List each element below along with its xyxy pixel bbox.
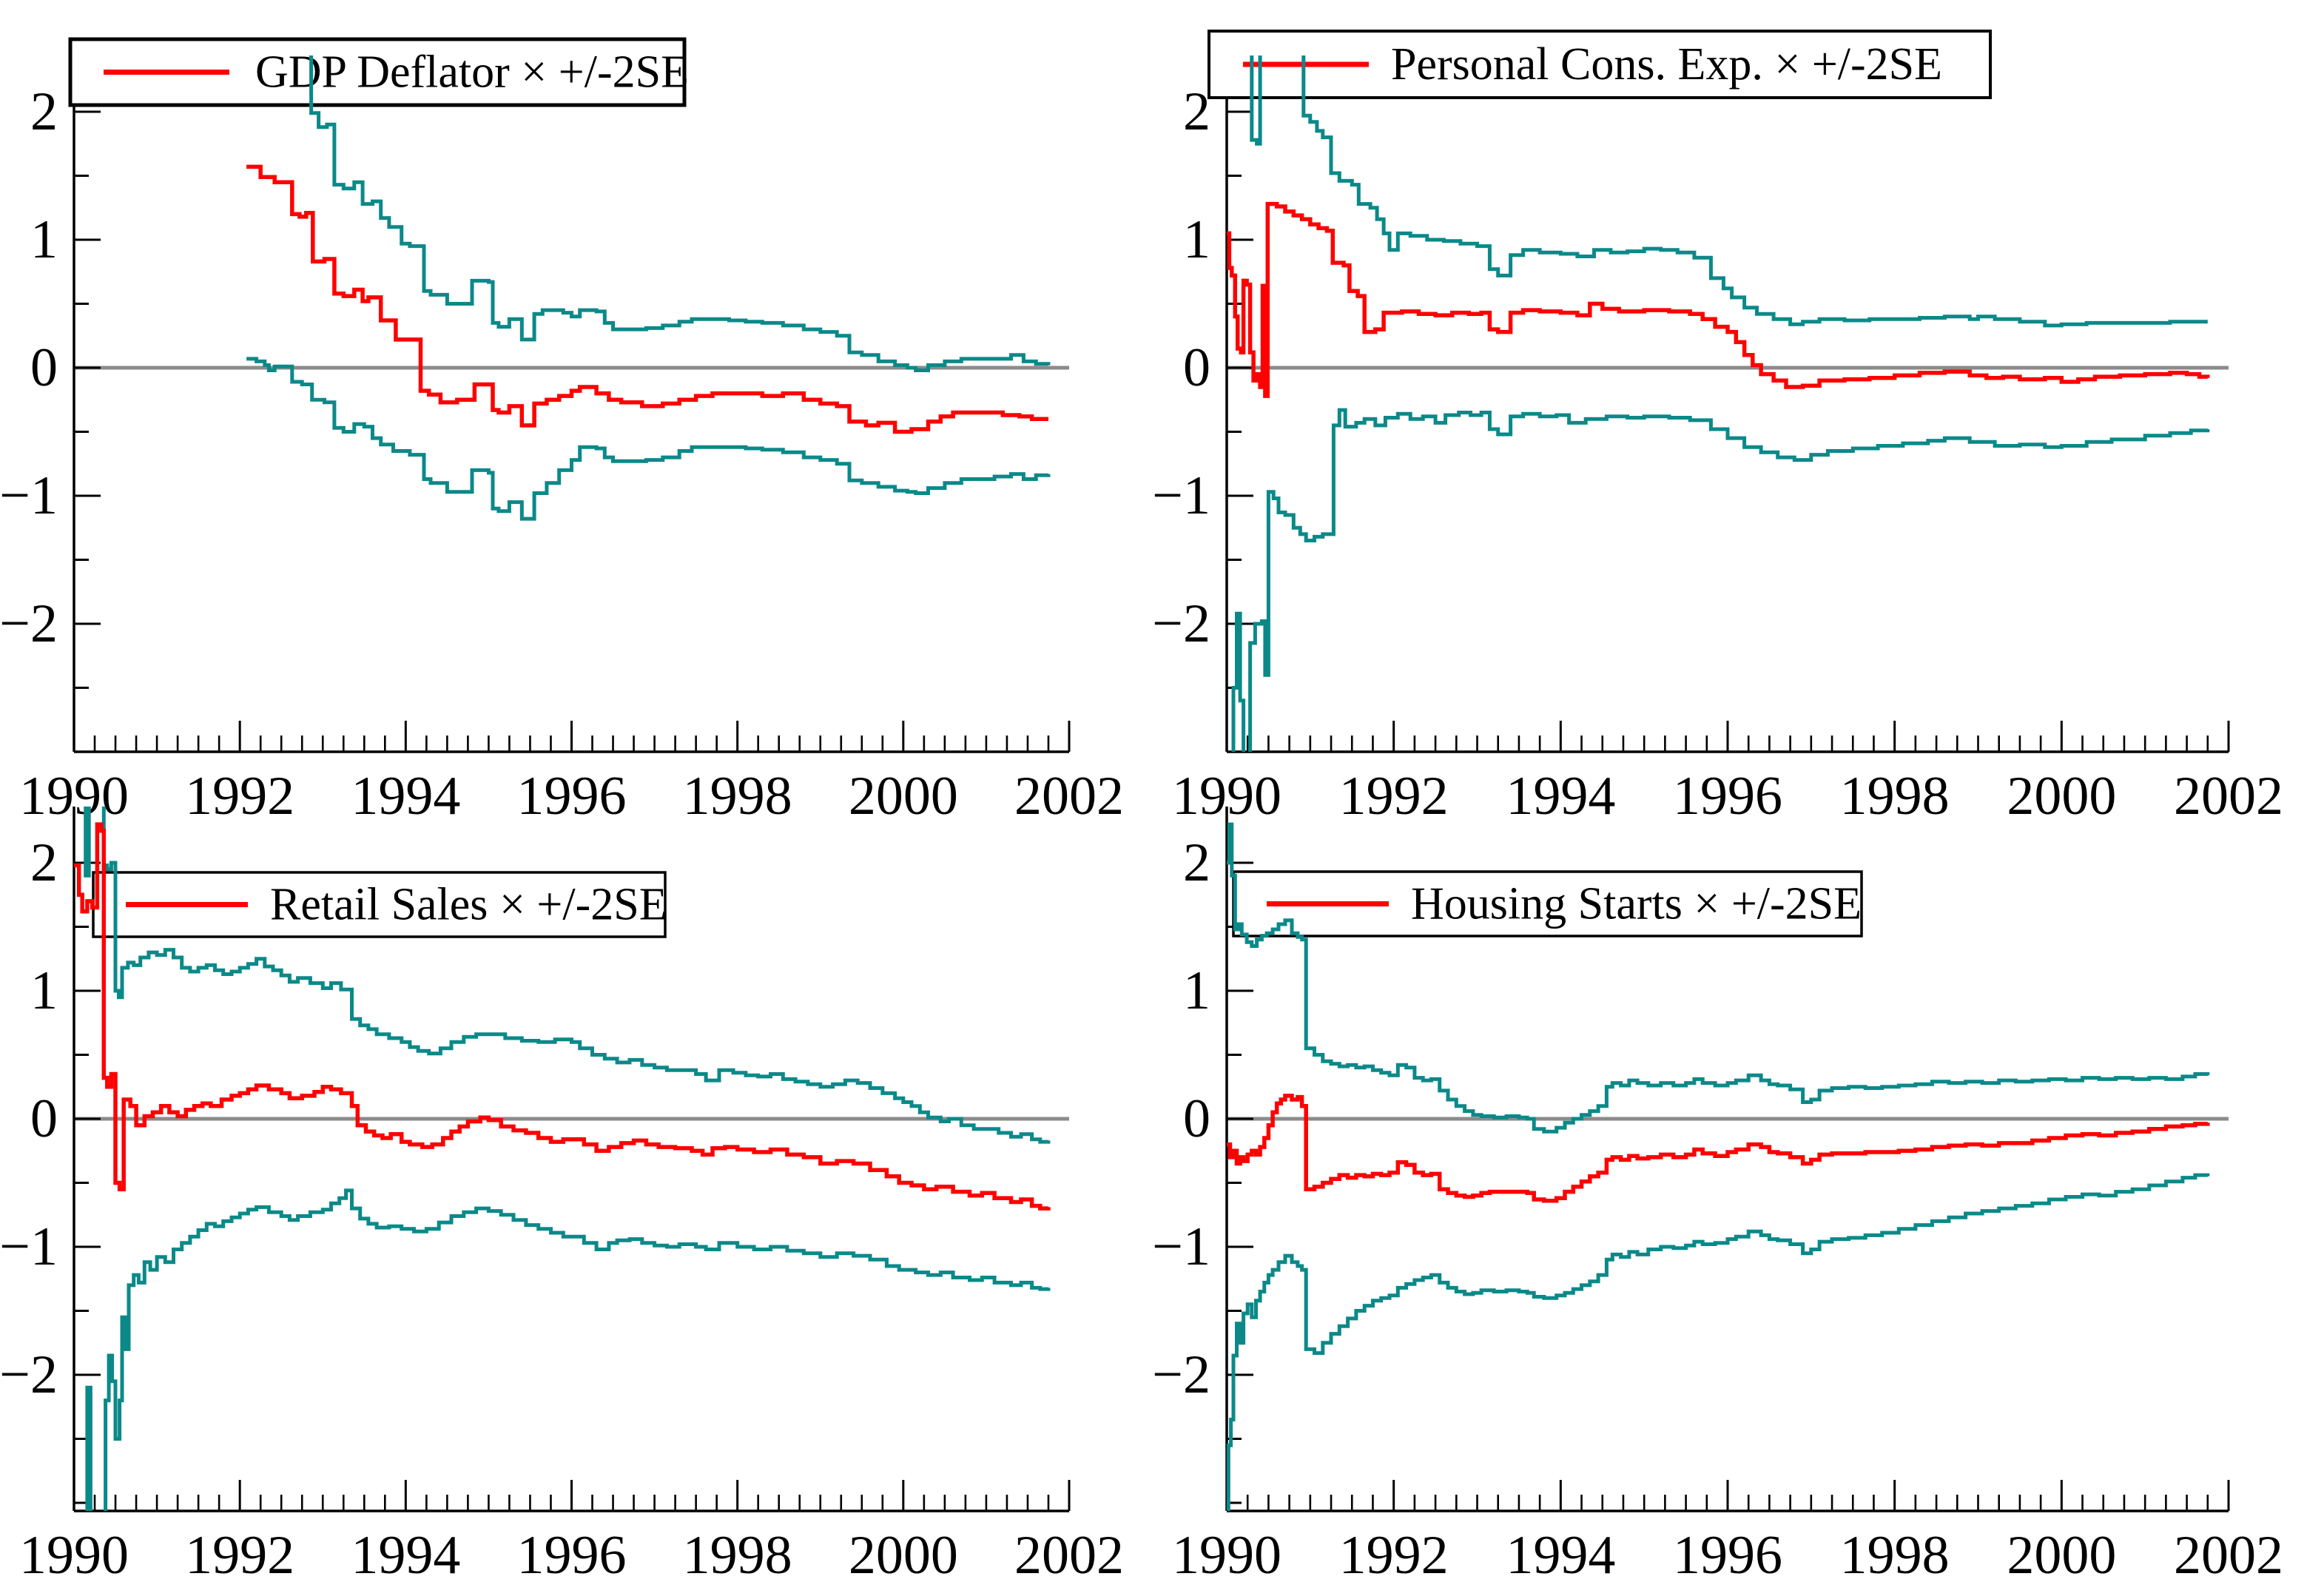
x-tick-label: 2002 [1014, 1525, 1124, 1582]
x-tick-label: 1998 [683, 1525, 792, 1582]
y-tick-label: −2 [0, 1344, 58, 1405]
y-tick-label: 1 [1183, 960, 1210, 1021]
legend-gdp-deflator: GDP Deflator × +/-2SE [68, 37, 689, 107]
y-tick-label: −1 [1152, 1216, 1210, 1277]
x-tick-label: 1998 [1840, 1525, 1950, 1582]
x-tick-label: 1990 [1172, 1525, 1281, 1582]
x-tick-label: 1992 [1339, 766, 1449, 827]
estimate-line [74, 822, 1051, 1211]
series-group [1227, 55, 2210, 752]
x-tick-label: 2000 [849, 1525, 958, 1582]
y-tick-label: 2 [1183, 81, 1210, 142]
panel-retail-sales: 2 1 0 −1 −2 1990 1992 1994 1996 1998 2000 2002 Retai… [0, 807, 1124, 1582]
y-tick-label: −1 [0, 465, 58, 526]
y-tick-label: 1 [30, 209, 58, 270]
x-tick-label: 1994 [1506, 1525, 1615, 1582]
upper-2se-line [84, 807, 1051, 1144]
y-tick-label: −2 [1152, 1344, 1210, 1405]
estimate-line [246, 164, 1048, 434]
y-tick-label: 2 [30, 832, 58, 893]
x-tick-label: 2000 [2007, 766, 2116, 827]
series-group [74, 807, 1051, 1511]
legend-label: Housing Starts × +/-2SE [1411, 879, 1862, 929]
x-tick-label: 1998 [683, 766, 792, 827]
series-group [1226, 822, 2210, 1511]
y-tick-label: 2 [30, 81, 58, 142]
x-tick-label: 2002 [2174, 766, 2283, 827]
x-tick-label: 1996 [517, 766, 627, 827]
x-tick-label: 1990 [19, 1525, 129, 1582]
y-tick-label: 0 [30, 1088, 58, 1149]
series-group [246, 55, 1051, 521]
x-tick-label: 1998 [1840, 766, 1950, 827]
x-tick-label: 1992 [185, 1525, 294, 1582]
y-tick-label: −2 [0, 593, 58, 654]
x-tick-label: 2000 [849, 766, 958, 827]
x-tick-label: 1994 [1506, 766, 1615, 827]
lower-2se-line [1226, 1173, 2210, 1511]
x-tick-label: 2002 [2174, 1525, 2283, 1582]
y-tick-label: 2 [1183, 832, 1210, 893]
legend-label: GDP Deflator × +/-2SE [255, 47, 689, 98]
y-tick-label: 0 [1183, 337, 1210, 398]
lower-2se-line [1231, 408, 2210, 752]
x-tick-label: 1992 [1339, 1525, 1449, 1582]
legend-personal-cons-exp: Personal Cons. Exp. × +/-2SE [1208, 30, 1992, 99]
y-tick-label: −1 [1152, 465, 1210, 526]
y-tick-label: 0 [1183, 1088, 1210, 1149]
x-tick-label: 2002 [1014, 766, 1124, 827]
upper-2se-line [1227, 822, 2210, 1134]
estimate-line [1227, 201, 2210, 398]
y-tick-label: −1 [0, 1216, 58, 1277]
legend-retail-sales: Retail Sales × +/-2SE [92, 871, 667, 938]
upper-2se-line [1250, 55, 2208, 328]
panel-housing-starts: 2 1 0 −1 −2 1990 1992 1994 1996 1998 2000 2002 Housi… [1152, 807, 2283, 1582]
x-tick-label: 1992 [185, 766, 294, 827]
x-tick-label: 1996 [517, 1525, 627, 1582]
y-tick-label: 1 [30, 960, 58, 1021]
y-tick-label: −2 [1152, 593, 1210, 654]
x-tick-label: 2000 [2007, 1525, 2116, 1582]
y-tick-label: 1 [1183, 209, 1210, 270]
legend-housing-starts: Housing Starts × +/-2SE [1232, 870, 1863, 938]
legend-label: Retail Sales × +/-2SE [270, 880, 667, 930]
x-tick-label: 1996 [1673, 766, 1782, 827]
lower-2se-line [85, 1188, 1051, 1511]
x-tick-label: 1994 [351, 766, 460, 827]
lower-2se-line [246, 357, 1051, 521]
y-tick-label: 0 [30, 337, 58, 398]
x-tick-label: 1994 [351, 1525, 460, 1582]
x-tick-label: 1996 [1673, 1525, 1782, 1582]
estimate-line [1227, 1094, 2210, 1203]
legend-label: Personal Cons. Exp. × +/-2SE [1391, 39, 1942, 90]
upper-2se-line [309, 55, 1051, 372]
